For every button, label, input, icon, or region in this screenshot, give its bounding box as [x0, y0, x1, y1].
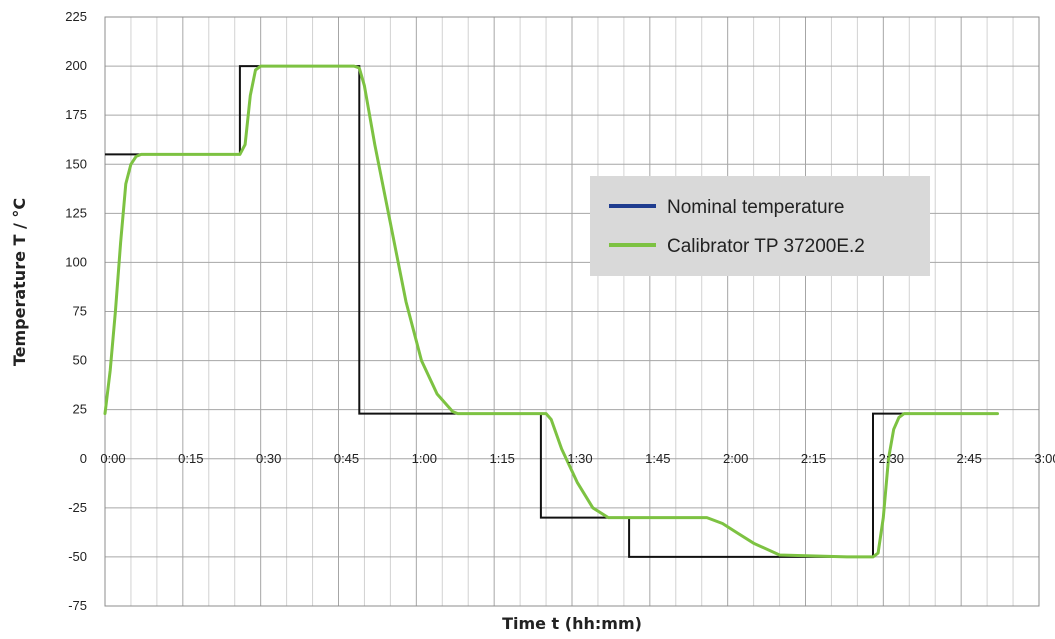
y-tick-label: 200: [65, 58, 87, 73]
legend-label-nominal: Nominal temperature: [667, 197, 844, 218]
x-tick-label: 0:45: [334, 451, 359, 466]
y-tick-label: 100: [65, 254, 87, 269]
y-tick-label: 25: [73, 402, 87, 417]
x-tick-label: 2:15: [801, 451, 826, 466]
x-tick-label: 3:00: [1034, 451, 1055, 466]
x-tick-label: 0:15: [178, 451, 203, 466]
x-tick-label: 1:00: [412, 451, 437, 466]
legend-label-calibrator: Calibrator TP 37200E.2: [667, 236, 865, 257]
series-line-calibrator: [103, 64, 999, 559]
y-tick-label: -75: [68, 598, 87, 613]
y-tick-label: 50: [73, 353, 87, 368]
x-tick-label: 0:30: [256, 451, 281, 466]
y-tick-label: 150: [65, 156, 87, 171]
legend: Nominal temperature Calibrator TP 37200E…: [590, 176, 930, 276]
y-tick-label: -25: [68, 500, 87, 515]
x-tick-label: 2:00: [723, 451, 748, 466]
y-axis-title: Temperature T / °C: [10, 198, 29, 366]
y-tick-label: 75: [73, 304, 87, 319]
x-tick-label: 1:15: [490, 451, 515, 466]
plot-frame: [104, 16, 1040, 607]
x-tick-label: 2:30: [879, 451, 904, 466]
legend-box: [590, 176, 930, 276]
x-tick-label: 1:45: [645, 451, 670, 466]
x-tick-label: 2:45: [957, 451, 982, 466]
y-tick-label: 125: [65, 205, 87, 220]
x-tick-label: 0:00: [100, 451, 125, 466]
y-tick-label: 175: [65, 107, 87, 122]
y-tick-label: -50: [68, 549, 87, 564]
y-tick-labels: -75 -50 -25 0 25 50 75 100 125 150 175 200 225: [65, 9, 87, 613]
y-tick-label: 225: [65, 9, 87, 24]
plot-border: [104, 16, 1040, 607]
series-layer: [103, 64, 999, 559]
y-tick-label: 0: [80, 451, 87, 466]
x-tick-label: 1:30: [567, 451, 592, 466]
x-axis-title: Time t (hh:mm): [502, 614, 642, 633]
x-tick-labels: 0:00 0:15 0:30 0:45 1:00 1:15 1:30 1:45 2:00 2:15…: [100, 451, 1055, 466]
